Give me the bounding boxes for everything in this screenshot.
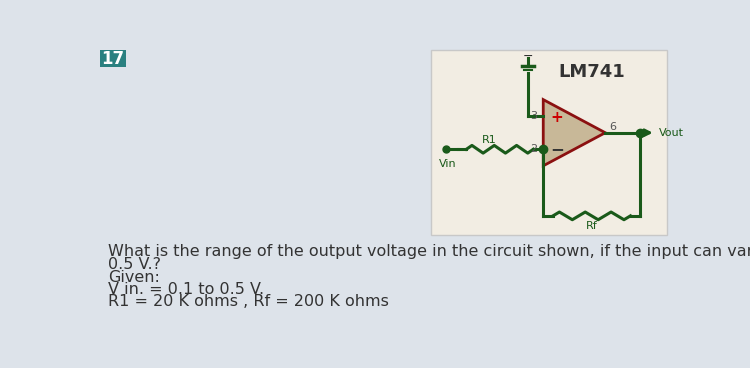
FancyBboxPatch shape bbox=[430, 50, 668, 235]
Text: R1 = 20 K ohms , Rf = 200 K ohms: R1 = 20 K ohms , Rf = 200 K ohms bbox=[108, 294, 388, 309]
Text: R1: R1 bbox=[482, 135, 496, 145]
Text: 0.5 V.?: 0.5 V.? bbox=[108, 257, 160, 272]
Text: LM741: LM741 bbox=[558, 63, 625, 81]
Text: Vin: Vin bbox=[439, 159, 457, 169]
Text: −: − bbox=[523, 50, 533, 63]
Text: Rf: Rf bbox=[586, 221, 598, 231]
Text: 6: 6 bbox=[609, 121, 616, 131]
Text: What is the range of the output voltage in the circuit shown, if the input can v: What is the range of the output voltage … bbox=[108, 244, 750, 259]
Text: +: + bbox=[550, 110, 563, 125]
Text: 17: 17 bbox=[101, 50, 124, 68]
FancyBboxPatch shape bbox=[100, 50, 126, 67]
Text: −: − bbox=[550, 140, 564, 158]
Text: V in. = 0.1 to 0.5 V.: V in. = 0.1 to 0.5 V. bbox=[108, 282, 264, 297]
Polygon shape bbox=[543, 100, 605, 166]
Text: 2: 2 bbox=[530, 144, 537, 154]
Text: 3: 3 bbox=[530, 111, 537, 121]
Text: Vout: Vout bbox=[658, 128, 684, 138]
Text: Given:: Given: bbox=[108, 270, 160, 285]
